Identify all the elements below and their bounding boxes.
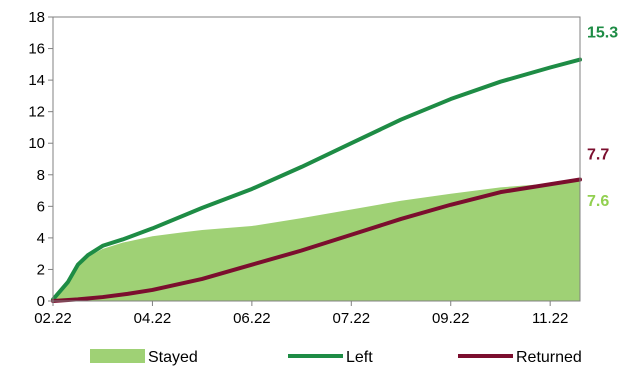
x-tick-label: 06.22 — [233, 310, 271, 327]
series-area-stayed — [53, 181, 580, 301]
y-tick-label: 6 — [37, 198, 45, 215]
y-tick-label: 4 — [37, 230, 45, 247]
x-tick-label: 07.22 — [333, 310, 371, 327]
x-tick-label: 11.22 — [532, 310, 568, 327]
y-axis: 0 2 4 6 8 10 12 14 16 18 — [28, 9, 53, 310]
y-tick-label: 8 — [37, 167, 45, 184]
end-label-stayed: 7.6 — [587, 193, 609, 210]
legend-label-returned: Returned — [516, 349, 582, 366]
series-line-returned — [51, 177, 582, 303]
end-label-left: 15.3 — [587, 25, 618, 42]
area-layer — [53, 181, 580, 301]
x-tick-label: 09.22 — [432, 310, 470, 327]
x-axis: 02.22 04.22 06.22 07.22 09.22 11.22 — [34, 301, 568, 327]
x-tick-label: 04.22 — [134, 310, 172, 327]
legend-swatch-stayed — [90, 349, 145, 363]
end-label-returned: 7.7 — [587, 147, 609, 164]
x-tick-label: 02.22 — [34, 310, 72, 327]
legend-label-left: Left — [346, 349, 373, 366]
y-tick-label: 14 — [28, 72, 45, 89]
y-tick-label: 0 — [37, 293, 45, 310]
end-labels: 7.6 15.3 7.7 — [587, 25, 618, 210]
series-line-left — [51, 57, 582, 302]
y-tick-label: 2 — [37, 261, 45, 278]
y-tick-label: 18 — [28, 9, 45, 26]
y-tick-label: 12 — [28, 104, 45, 121]
y-tick-label: 16 — [28, 41, 45, 58]
y-tick-label: 10 — [28, 135, 45, 152]
legend: Stayed Left Returned — [90, 349, 582, 366]
line-layer — [51, 57, 582, 303]
legend-label-stayed: Stayed — [148, 349, 198, 366]
plot-area-frame — [52, 16, 581, 302]
